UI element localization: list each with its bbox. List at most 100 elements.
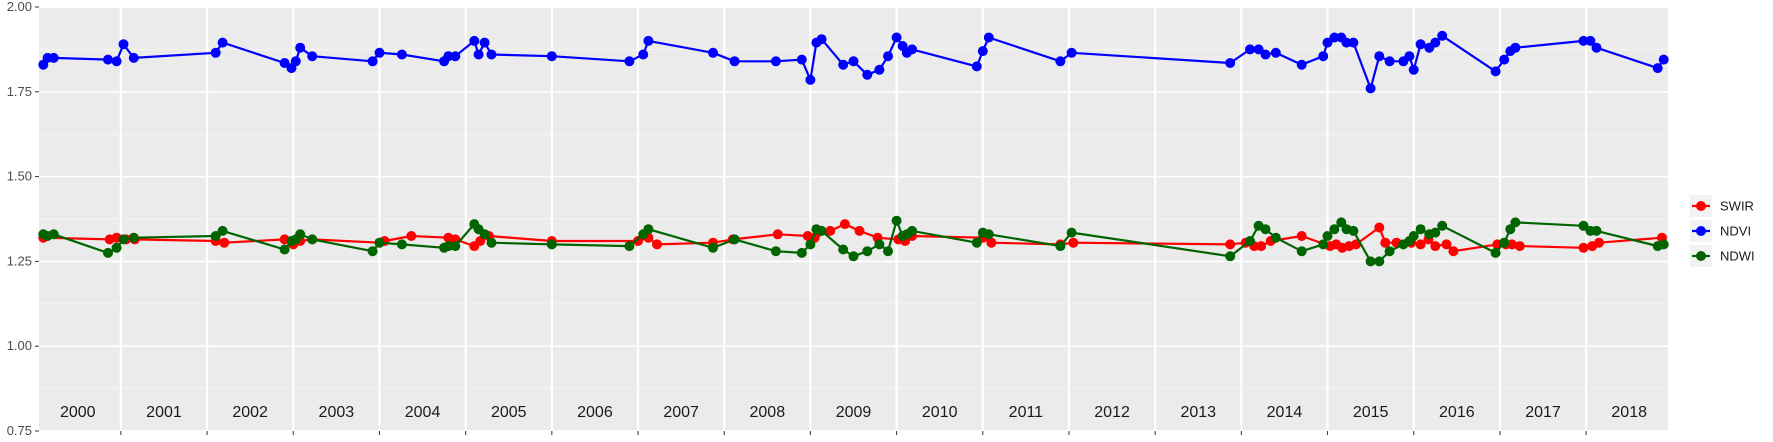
data-point-ndvi — [907, 44, 918, 55]
data-point-ndvi — [1055, 56, 1066, 67]
data-point-ndvi — [1260, 49, 1271, 60]
data-point-ndvi — [295, 42, 306, 53]
data-point-ndvi — [1384, 56, 1395, 67]
legend-label: NDVI — [1720, 224, 1751, 239]
data-point-ndwi — [546, 239, 557, 250]
data-point-swir — [1578, 242, 1589, 253]
data-point-ndvi — [1408, 64, 1419, 75]
data-point-swir — [1374, 222, 1385, 233]
data-point-ndvi — [469, 35, 480, 46]
data-point-ndwi — [770, 246, 781, 257]
data-point-ndvi — [1365, 83, 1376, 94]
data-point-ndvi — [290, 56, 301, 67]
data-point-ndvi — [479, 37, 490, 48]
y-tick-label: 1.75 — [7, 84, 32, 99]
data-point-ndvi — [1510, 42, 1521, 53]
data-point-ndwi — [816, 225, 827, 236]
data-point-ndvi — [1245, 44, 1255, 55]
y-tick-label: 1.25 — [7, 253, 32, 268]
data-point-ndvi — [1329, 32, 1340, 43]
series-ndvi — [38, 30, 1669, 94]
data-point-swir — [1225, 239, 1236, 250]
year-label: 2005 — [491, 404, 527, 421]
year-label: 2011 — [1009, 404, 1044, 421]
data-point-ndwi — [1591, 225, 1602, 236]
year-label: 2014 — [1267, 404, 1303, 421]
data-point-ndwi — [729, 234, 740, 245]
legend-item-ndvi: NDVI — [1690, 220, 1751, 242]
data-point-ndvi — [217, 37, 228, 48]
data-point-swir — [1594, 237, 1604, 248]
data-point-ndwi — [891, 215, 902, 226]
data-point-ndvi — [111, 56, 122, 67]
data-point-ndwi — [874, 239, 885, 250]
data-point-ndwi — [128, 232, 139, 243]
data-point-ndvi — [891, 32, 902, 43]
data-point-ndvi — [546, 51, 557, 62]
data-point-ndwi — [838, 244, 849, 255]
data-point-ndwi — [907, 225, 918, 236]
year-label: 2001 — [146, 404, 182, 421]
data-point-ndwi — [1658, 239, 1669, 250]
data-point-ndwi — [805, 239, 816, 250]
data-point-ndwi — [486, 237, 497, 248]
data-point-ndwi — [1296, 246, 1307, 257]
data-point-swir — [1380, 237, 1391, 248]
major-gridlines — [39, 6, 1668, 432]
data-point-swir — [825, 225, 836, 236]
data-point-ndvi — [443, 51, 454, 62]
data-point-ndwi — [1329, 224, 1340, 235]
data-point-ndvi — [816, 34, 827, 45]
data-point-ndwi — [217, 225, 228, 236]
year-labels: 2000 2001 2002 2003 2004 2005 2006 2007 2008 2009… — [60, 404, 1647, 421]
data-point-ndwi — [367, 246, 378, 257]
data-point-ndvi — [838, 59, 849, 70]
data-point-ndvi — [883, 51, 893, 62]
data-point-ndwi — [1499, 237, 1510, 248]
data-point-ndwi — [1055, 241, 1066, 252]
year-label: 2018 — [1611, 404, 1647, 421]
data-point-ndwi — [862, 246, 873, 257]
data-point-ndvi — [1415, 39, 1426, 50]
data-point-ndvi — [796, 54, 807, 65]
data-point-ndwi — [796, 247, 807, 258]
year-label: 2015 — [1353, 404, 1389, 421]
data-point-ndvi — [1437, 30, 1448, 41]
data-point-ndwi — [1408, 231, 1419, 241]
data-point-ndwi — [111, 242, 122, 253]
data-point-swir — [1441, 239, 1452, 250]
data-point-swir — [1068, 237, 1079, 248]
data-point-ndvi — [1430, 37, 1441, 48]
legend-item-ndwi: NDWI — [1690, 245, 1755, 267]
data-point-ndwi — [1415, 224, 1426, 235]
data-point-ndvi — [1404, 51, 1415, 62]
data-point-ndwi — [1318, 239, 1329, 250]
legend-key-marker — [1696, 226, 1706, 236]
data-point-ndwi — [1245, 236, 1255, 246]
data-point-swir — [839, 219, 850, 230]
data-point-ndvi — [1490, 66, 1501, 77]
data-point-ndwi — [1430, 227, 1441, 238]
data-point-swir — [1415, 239, 1426, 250]
year-label: 2009 — [836, 404, 872, 421]
data-point-ndwi — [643, 224, 654, 235]
data-point-ndvi — [279, 58, 290, 68]
data-point-ndwi — [1225, 251, 1236, 262]
data-point-ndwi — [971, 237, 982, 248]
series-layer — [38, 30, 1669, 267]
data-point-ndwi — [1578, 220, 1589, 231]
data-point-ndwi — [396, 239, 407, 250]
legend-key-marker — [1696, 201, 1706, 211]
data-point-ndvi — [374, 47, 385, 58]
data-point-ndwi — [48, 229, 59, 240]
data-point-ndvi — [848, 56, 859, 67]
data-point-swir — [219, 237, 230, 248]
data-point-ndvi — [971, 61, 982, 72]
data-point-ndwi — [479, 229, 490, 240]
data-point-ndvi — [729, 56, 740, 67]
data-point-ndvi — [486, 49, 497, 60]
data-point-ndvi — [638, 49, 649, 60]
data-point-ndvi — [103, 54, 113, 65]
minor-gridlines — [39, 48, 1668, 390]
